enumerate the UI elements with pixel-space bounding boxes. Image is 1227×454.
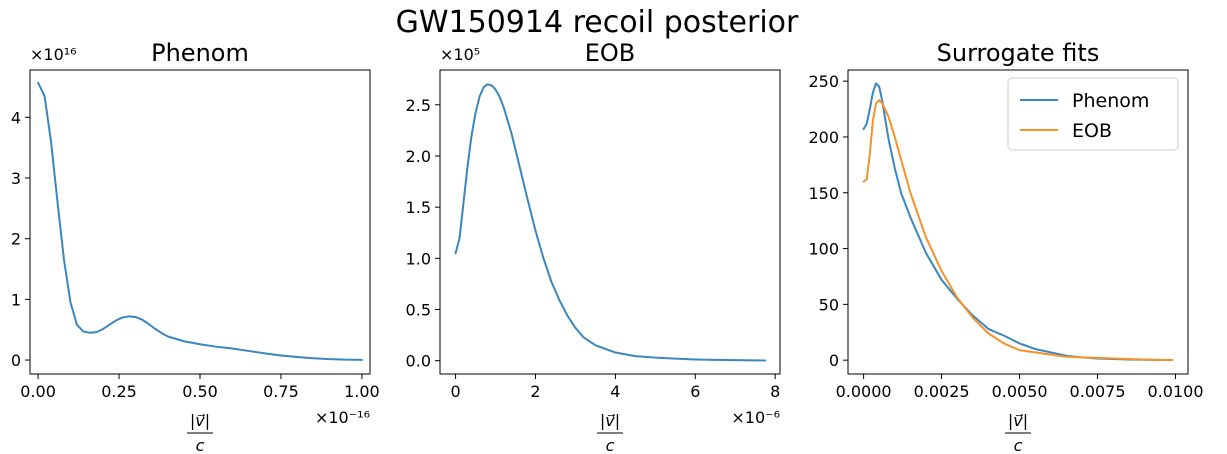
panel-title: Phenom — [151, 39, 249, 67]
x-tick-label: 0.75 — [263, 382, 299, 401]
y-tick-label: 0 — [11, 351, 21, 370]
x-tick-label: 0.0050 — [992, 382, 1048, 401]
x-multiplier: ×10⁻¹⁶ — [315, 408, 370, 427]
x-tick-label: 4 — [610, 382, 620, 401]
x-tick-label: 8 — [770, 382, 780, 401]
figure-title: GW150914 recoil posterior — [396, 5, 799, 40]
y-tick-label: 3 — [11, 169, 21, 188]
panel-title: EOB — [585, 39, 636, 67]
x-label-denominator: c — [196, 436, 205, 454]
panel-title: Surrogate fits — [937, 39, 1100, 67]
y-tick-label: 150 — [808, 184, 839, 203]
y-tick-label: 0.5 — [406, 301, 431, 320]
y-tick-label: 0 — [829, 351, 839, 370]
chart-panel-1: Phenom 0.00 0.25 0.50 0.75 1.00 0 1 2 3 4 ×10¹⁶ ×10⁻… — [11, 39, 380, 454]
x-tick-label: 1.00 — [344, 382, 380, 401]
y-tick-label: 250 — [808, 72, 839, 91]
legend-label-1: Phenom — [1072, 90, 1149, 112]
chart-panel-3: Surrogate fits 0.0000 0.0025 0.0050 0.0075 0.… — [808, 39, 1203, 454]
y-multiplier: ×10¹⁶ — [30, 45, 77, 64]
x-tick-label: 0.0100 — [1148, 382, 1204, 401]
x-label-numerator: |v⃗| — [1008, 411, 1028, 430]
x-tick-label: 0.0025 — [914, 382, 970, 401]
y-tick-label: 0.0 — [406, 352, 431, 371]
axes-frame — [439, 69, 781, 375]
x-label-denominator: c — [1014, 436, 1023, 454]
x-tick-label: 0.50 — [182, 382, 218, 401]
x-tick-label: 2 — [530, 382, 540, 401]
y-tick-label: 2 — [11, 230, 21, 249]
y-tick-label: 2.0 — [406, 147, 431, 166]
series-line-2 — [862, 99, 1174, 361]
x-label-numerator: |v⃗| — [600, 411, 620, 430]
y-tick-label: 2.5 — [406, 96, 431, 115]
legend-label-2: EOB — [1072, 120, 1112, 142]
y-tick-label: 100 — [808, 240, 839, 259]
series-line-1 — [37, 81, 363, 361]
chart-panel-2: EOB 0 2 4 6 8 0.0 0.5 1.0 1.5 2.0 2.5 ×10⁵ ×10⁻⁶ |v⃗| c — [406, 39, 781, 454]
y-tick-label: 1.0 — [406, 249, 431, 268]
y-multiplier: ×10⁵ — [440, 45, 480, 64]
series-line-1 — [454, 83, 767, 362]
x-tick-label: 0.0000 — [836, 382, 892, 401]
x-label-numerator: |v⃗| — [190, 411, 210, 430]
x-tick-label: 6 — [690, 382, 700, 401]
y-tick-label: 4 — [11, 108, 21, 127]
x-multiplier: ×10⁻⁶ — [731, 408, 780, 427]
x-tick-label: 0.0075 — [1070, 382, 1126, 401]
x-label-denominator: c — [606, 436, 615, 454]
y-tick-label: 50 — [819, 295, 839, 314]
legend-box — [1007, 77, 1179, 151]
legend: Phenom EOB — [1007, 77, 1179, 151]
x-tick-label: 0 — [450, 382, 460, 401]
y-tick-label: 200 — [808, 128, 839, 147]
y-tick-label: 1 — [11, 290, 21, 309]
x-tick-label: 0.25 — [101, 382, 137, 401]
axes-frame — [847, 69, 1189, 375]
x-tick-label: 0.00 — [20, 382, 56, 401]
y-tick-label: 1.5 — [406, 198, 431, 217]
